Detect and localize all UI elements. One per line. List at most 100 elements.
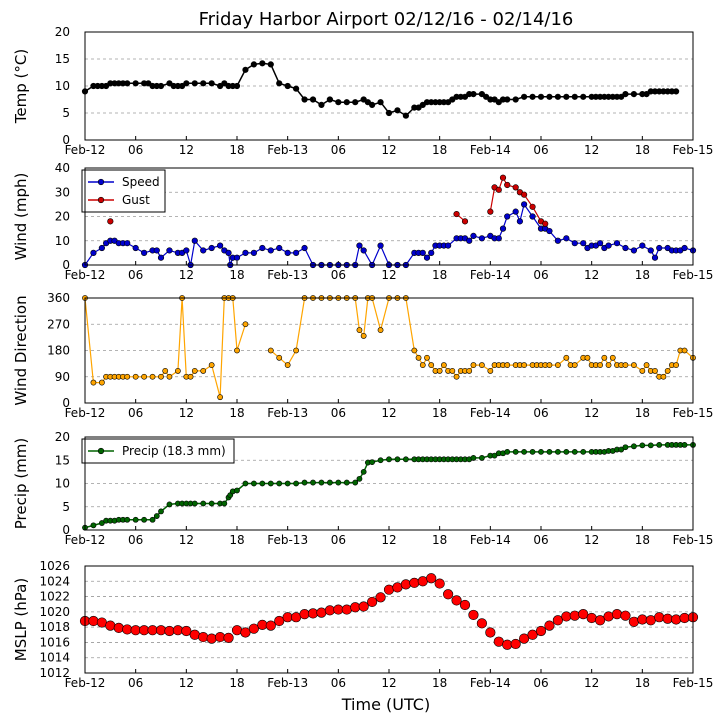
x-tick-label-temp: Feb-14: [470, 143, 511, 157]
data-point-wind: [141, 249, 148, 256]
data-point-dir: [187, 373, 194, 380]
data-point-temp: [385, 109, 393, 117]
data-point-mslp: [358, 601, 369, 612]
data-point-mslp: [485, 627, 496, 638]
x-tick-label-wind: Feb-14: [470, 268, 511, 282]
data-point-mslp: [476, 618, 487, 629]
data-point-wind: [428, 249, 435, 256]
data-point-wind: [284, 249, 291, 256]
data-point-mslp: [299, 609, 310, 620]
data-point-precip: [153, 513, 160, 519]
data-point-temp: [352, 99, 359, 106]
x-tick-label-precip: Feb-15: [673, 533, 714, 547]
x-tick-label-precip: 06: [533, 533, 548, 547]
data-point-wind: [445, 242, 452, 249]
data-point-precip: [124, 516, 131, 523]
data-point-precip: [386, 456, 392, 463]
data-point-mslp: [88, 615, 99, 627]
data-point-dir: [208, 362, 215, 368]
data-point-mslp: [198, 631, 209, 643]
data-point-temp: [250, 61, 257, 68]
data-point-precip: [521, 448, 528, 455]
data-point-precip: [394, 456, 401, 463]
data-point-precip: [352, 479, 359, 486]
y-tick-label-precip: 15: [55, 453, 70, 467]
data-point-mslp: [240, 627, 251, 638]
data-point-dir: [605, 362, 612, 368]
x-tick-label-wind: 06: [331, 268, 346, 282]
data-point-dir: [242, 321, 249, 328]
data-point-wind: [499, 225, 507, 232]
data-point-mslp: [595, 615, 606, 626]
data-point-dir: [487, 368, 494, 374]
data-point-wind: [554, 237, 561, 244]
data-point-temp: [293, 85, 300, 92]
data-point-dir: [554, 362, 561, 368]
x-tick-label-dir: 12: [584, 406, 599, 420]
data-point-precip: [630, 443, 637, 450]
x-tick-label-precip: Feb-14: [470, 533, 511, 547]
x-tick-label-dir: Feb-13: [267, 406, 308, 420]
data-point-precip: [318, 479, 325, 486]
y-tick-label-precip: 10: [55, 477, 70, 491]
x-tick-label-wind: 18: [635, 268, 650, 282]
data-point-wind: [647, 247, 654, 254]
data-point-mslp: [527, 629, 538, 640]
x-tick-label-mslp: 06: [128, 676, 143, 690]
x-tick-label-precip: Feb-13: [267, 533, 308, 547]
data-point-wind: [580, 240, 587, 247]
data-point-temp: [132, 80, 139, 87]
data-point-wind: [461, 218, 469, 225]
data-point-wind: [512, 208, 519, 215]
y-tick-label-wind: 40: [55, 161, 70, 175]
data-point-precip: [639, 442, 646, 449]
data-point-mslp: [586, 612, 597, 624]
y-tick-label-precip: 5: [62, 500, 70, 514]
data-point-dir: [200, 368, 207, 374]
data-point-mslp: [215, 631, 226, 643]
data-point-wind: [377, 242, 384, 249]
data-point-precip: [191, 500, 198, 507]
x-tick-label-mslp: 18: [432, 676, 447, 690]
y-tick-label-mslp: 1012: [39, 666, 70, 680]
data-point-dir: [597, 362, 604, 368]
x-tick-label-temp: 12: [179, 143, 194, 157]
data-point-precip: [656, 442, 663, 448]
x-tick-label-mslp: Feb-15: [673, 676, 714, 690]
x-tick-label-temp: Feb-13: [267, 143, 308, 157]
data-point-temp: [537, 93, 545, 100]
y-tick-label-dir: 0: [62, 396, 70, 410]
data-point-dir: [166, 373, 173, 380]
y-tick-label-temp: 15: [55, 52, 70, 66]
data-point-wind: [495, 235, 502, 242]
series-line-temp: [84, 62, 677, 117]
data-point-dir: [419, 362, 426, 368]
x-tick-label-temp: 18: [432, 143, 447, 157]
data-point-mslp: [265, 620, 276, 631]
data-point-wind: [276, 244, 283, 252]
y-tick-label-temp: 20: [55, 25, 70, 39]
data-point-precip: [234, 487, 240, 494]
data-point-precip: [276, 480, 283, 487]
x-tick-label-wind: 18: [432, 268, 447, 282]
x-tick-label-wind: 12: [179, 268, 194, 282]
x-tick-label-mslp: 18: [229, 676, 244, 690]
data-point-wind: [597, 240, 604, 247]
data-point-precip: [242, 480, 249, 487]
x-tick-label-mslp: 12: [584, 676, 599, 690]
panel-wind: 0 10 20 30 40 Feb-12 06 12 18 Feb-13 06 12 18 Feb-14 0…: [12, 161, 713, 282]
data-point-temp: [394, 107, 401, 114]
data-point-wind: [529, 213, 536, 220]
data-point-wind: [301, 244, 308, 252]
data-point-precip: [402, 456, 409, 463]
x-tick-label-wind: 06: [128, 268, 143, 282]
x-tick-label-wind: 12: [381, 268, 396, 282]
data-point-mslp: [383, 584, 395, 595]
data-point-dir: [191, 368, 198, 374]
data-point-wind: [259, 244, 266, 252]
data-point-wind: [200, 247, 207, 254]
y-tick-label-dir: 270: [47, 317, 70, 331]
y-tick-label-mslp: 1026: [39, 559, 70, 573]
data-point-wind: [225, 249, 232, 256]
